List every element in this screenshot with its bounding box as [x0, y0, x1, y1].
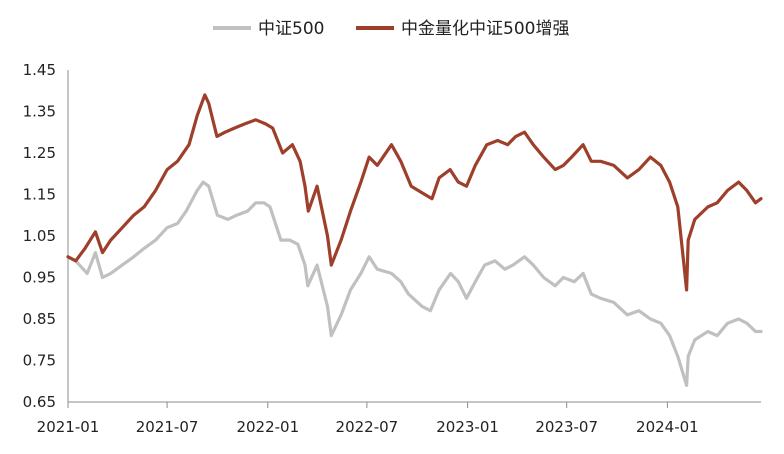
series-line-1	[66, 180, 763, 387]
x-tick-label: 2022-01	[236, 418, 299, 436]
legend: 中证500 中金量化中证500增强	[213, 19, 569, 39]
series-lines	[66, 93, 763, 387]
x-tick-label: 2023-07	[535, 418, 598, 436]
y-tick-label: 0.95	[23, 269, 56, 287]
x-tick-label: 2022-07	[336, 418, 399, 436]
series-line-2	[66, 93, 763, 292]
x-axis: 2021-01 2021-07 2022-01 2022-07 2023-01 2023-…	[37, 401, 761, 436]
y-tick-label: 1.05	[23, 227, 56, 245]
x-tick-label: 2021-01	[37, 418, 100, 436]
y-tick-label: 0.75	[23, 352, 56, 370]
y-tick-label: 0.65	[23, 393, 56, 411]
legend-label-series-2: 中金量化中证500增强	[401, 19, 569, 39]
x-tick-label: 2024-01	[636, 418, 699, 436]
x-tick-label: 2023-01	[436, 418, 499, 436]
y-tick-label: 1.45	[23, 61, 56, 79]
x-tick-label: 2021-07	[136, 418, 199, 436]
y-axis: 1.45 1.35 1.25 1.15 1.05 0.95 0.85 0.75 0.65	[23, 61, 69, 411]
legend-label-series-1: 中证500	[258, 19, 324, 39]
y-tick-label: 1.15	[23, 186, 56, 204]
y-tick-label: 1.35	[23, 103, 56, 121]
y-tick-label: 0.85	[23, 310, 56, 328]
y-tick-label: 1.25	[23, 144, 56, 162]
